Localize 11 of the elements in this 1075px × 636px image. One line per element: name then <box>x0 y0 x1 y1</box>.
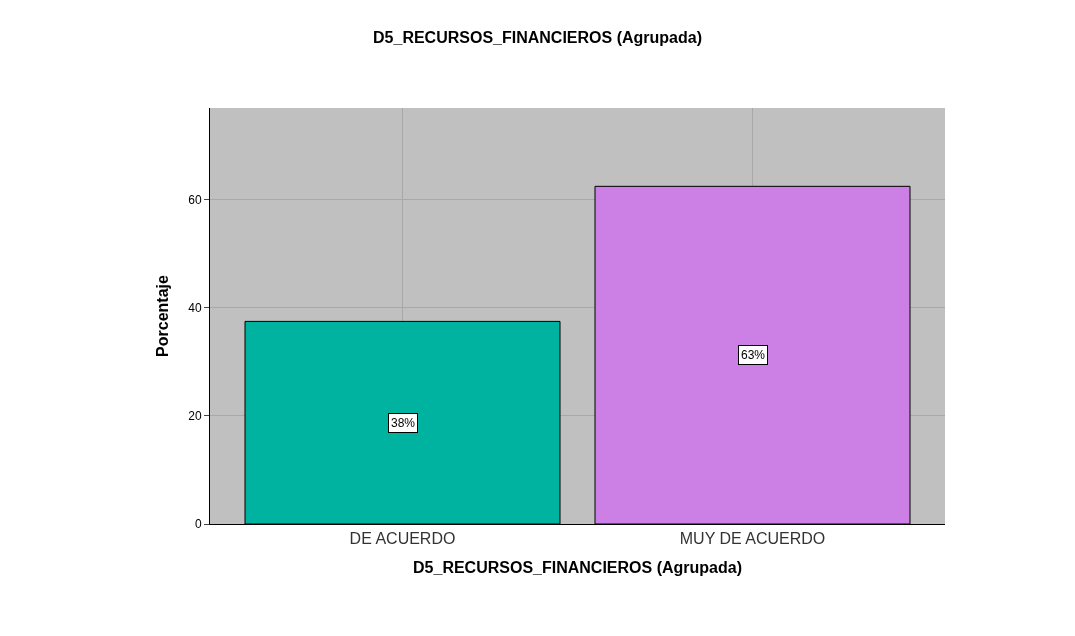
y-tick-label: 40 <box>188 301 202 316</box>
x-tick-label: DE ACUERDO <box>349 530 456 548</box>
x-axis-title: D5_RECURSOS_FINANCIEROS (Agrupada) <box>413 558 742 576</box>
y-tick-label: 0 <box>194 517 202 532</box>
y-tick-label: 60 <box>188 193 202 208</box>
y-tick-label: 20 <box>188 409 202 424</box>
x-tick-label: MUY DE ACUERDO <box>679 530 826 548</box>
data-label: 38% <box>391 416 416 430</box>
y-axis-title: Porcentaje <box>154 274 172 357</box>
chart-title: D5_RECURSOS_FINANCIEROS (Agrupada) <box>373 29 702 46</box>
data-label: 63% <box>741 348 766 362</box>
